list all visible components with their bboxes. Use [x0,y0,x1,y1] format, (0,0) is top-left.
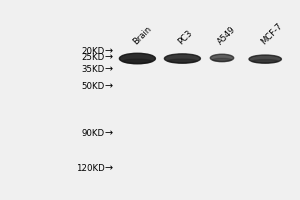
Text: 90KD: 90KD [82,129,105,138]
Ellipse shape [123,59,152,63]
Text: 35KD: 35KD [82,65,105,74]
Text: PC3: PC3 [176,28,194,46]
Ellipse shape [213,58,231,61]
Ellipse shape [164,54,200,63]
Text: A549: A549 [216,25,237,46]
Text: →: → [104,64,112,74]
Text: MCF-7: MCF-7 [259,21,284,46]
Text: 50KD: 50KD [82,82,105,91]
Text: →: → [104,82,112,92]
Text: 20KD: 20KD [82,47,105,56]
Text: →: → [104,52,112,62]
Text: 25KD: 25KD [82,53,105,62]
Text: Brain: Brain [131,24,153,46]
Text: →: → [104,47,112,57]
Ellipse shape [168,59,197,63]
Text: →: → [104,164,112,174]
Ellipse shape [249,55,281,63]
Ellipse shape [119,53,155,64]
Text: →: → [104,128,112,138]
Text: 120KD: 120KD [76,164,105,173]
Ellipse shape [252,60,278,63]
Ellipse shape [210,54,234,62]
